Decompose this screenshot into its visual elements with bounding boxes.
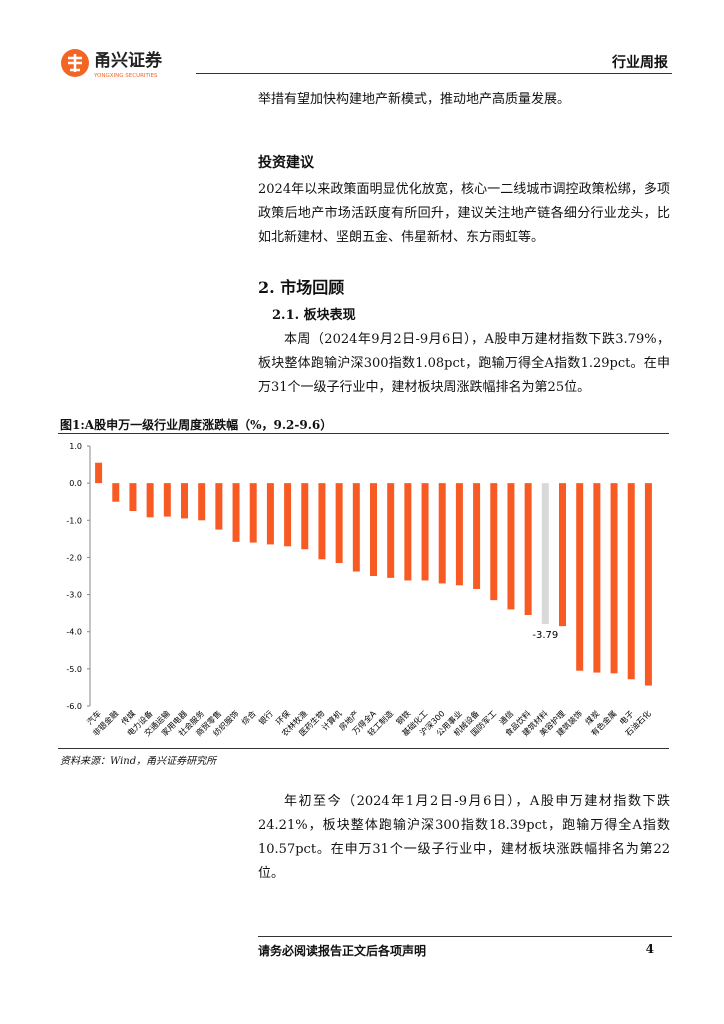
bar — [627, 483, 635, 680]
bar — [404, 483, 412, 581]
bar — [95, 462, 103, 484]
y-tick-label: -4.0 — [66, 628, 82, 637]
logo: 甬兴证券 YONGXING SECURITIES — [61, 49, 163, 79]
x-tick-label: 银行 — [256, 708, 274, 726]
paragraph: 本周（2024年9月2日-9月6日），A股申万建材指数下跌3.79%，板块整体跑… — [258, 332, 670, 395]
y-tick-label: -5.0 — [66, 665, 82, 674]
report-type: 行业周报 — [612, 55, 668, 71]
y-tick-label: -3.0 — [66, 591, 82, 600]
bar — [593, 483, 601, 673]
footer-rule — [258, 936, 672, 937]
bar — [181, 483, 188, 519]
bar — [129, 483, 137, 511]
bar — [507, 483, 515, 610]
bar — [163, 483, 171, 517]
bar — [610, 483, 618, 674]
paragraph: 2024年以来政策面明显优化放宽，核心一二线城市调控政策松绑，多项政策后地产市场… — [258, 182, 670, 245]
bar — [146, 483, 154, 518]
bar — [215, 483, 223, 530]
bar — [266, 483, 274, 545]
bar — [249, 483, 257, 543]
bar — [232, 483, 240, 542]
paragraph: 年初至今（2024年1月2日-9月6日），A股申万建材指数下跌24.21%，板块… — [258, 794, 670, 881]
bar — [318, 483, 326, 560]
bar — [524, 483, 532, 615]
y-tick-label: -1.0 — [66, 516, 82, 525]
bar — [576, 483, 584, 671]
y-tick-label: -6.0 — [66, 702, 82, 711]
bar — [490, 483, 498, 601]
y-tick-label: -2.0 — [66, 553, 82, 562]
bar — [559, 483, 566, 627]
bar — [301, 483, 309, 550]
bar — [335, 483, 343, 563]
x-tick-label: 综合 — [239, 708, 257, 726]
heading: 2.1. 板块表现 — [272, 308, 356, 323]
bar — [198, 483, 206, 521]
company-name: 甬兴证券 — [94, 50, 163, 71]
y-tick-label: 0.0 — [69, 479, 82, 488]
bar — [352, 483, 360, 572]
bar — [455, 483, 463, 586]
header-rule — [196, 73, 672, 74]
bar — [284, 483, 292, 547]
figure-title: 图1:A股申万一级行业周度涨跌幅（%，9.2-9.6） — [60, 418, 333, 432]
heading: 2. 市场回顾 — [258, 278, 345, 297]
bar — [644, 483, 652, 686]
figure-rule — [58, 433, 669, 434]
bar — [387, 483, 395, 578]
bar — [438, 483, 446, 584]
y-tick-label: 1.0 — [69, 442, 82, 451]
bar — [112, 483, 120, 502]
value-label: -3.79 — [532, 630, 558, 641]
disclaimer: 请务必阅读报告正文后各项声明 — [258, 944, 427, 958]
heading: 投资建议 — [258, 155, 314, 171]
bar — [473, 483, 481, 589]
bar — [541, 483, 549, 624]
source: 资料来源：Wind，甬兴证券研究所 — [60, 756, 217, 767]
page-number: 4 — [645, 942, 654, 956]
company-en: YONGXING SECURITIES — [93, 73, 158, 79]
figure-rule — [58, 748, 669, 749]
bar — [370, 483, 377, 576]
paragraph: 举措有望加快构建地产新模式，推动地产高质量发展。 — [258, 92, 571, 107]
bar — [421, 483, 429, 581]
